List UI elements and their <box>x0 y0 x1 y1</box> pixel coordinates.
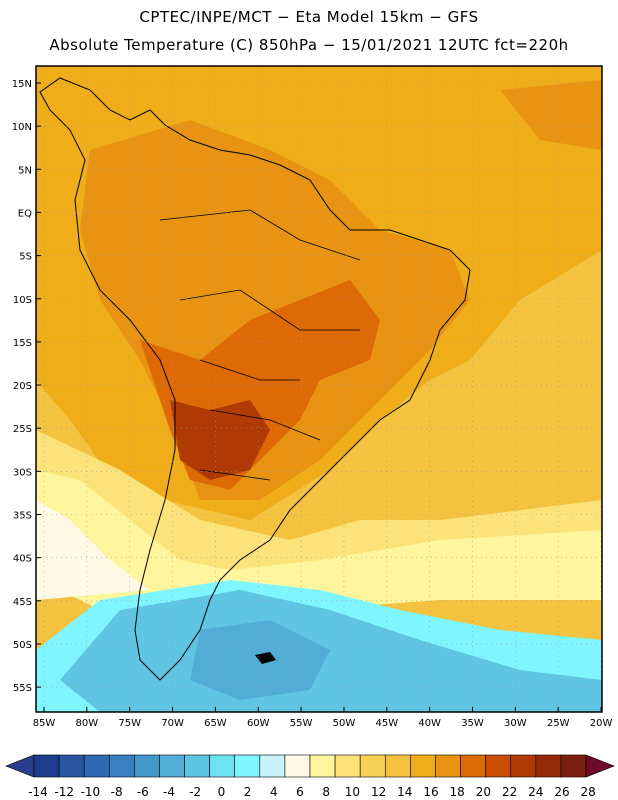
colorbar-swatch <box>560 754 587 778</box>
colorbar-swatch <box>485 754 512 778</box>
colorbar-label: 24 <box>528 785 543 799</box>
latitude-labels: 15N 10N 5N EQ 5S 10S 15S 20S 25S 30S 35S 40S 45S 50S 5… <box>12 79 41 694</box>
lat-label: 5N <box>18 165 32 176</box>
colorbar-label: 20 <box>476 785 491 799</box>
colorbar-label: -4 <box>163 785 175 799</box>
colorbar-swatch <box>83 754 110 778</box>
colorbar-swatch <box>134 754 160 778</box>
colorbar-swatch <box>410 754 436 778</box>
hottest-region <box>170 400 270 480</box>
country-borders <box>159 209 361 481</box>
coastline <box>39 77 471 681</box>
lon-label: 65W <box>204 718 227 729</box>
colorbar-label: -12 <box>54 785 74 799</box>
colorbar-swatch <box>435 754 461 778</box>
colorbar-label: 12 <box>371 785 386 799</box>
map-frame <box>35 65 603 713</box>
colorbar-swatch <box>58 754 85 778</box>
colorbar: -14 -12 -10 -8 -6 -4 -2 0 2 4 6 8 10 12 14 16 18 20 22 24 26… <box>5 754 615 799</box>
cool-band <box>36 470 602 620</box>
colorbar-label: 26 <box>554 785 569 799</box>
colorbar-label: 0 <box>218 785 226 799</box>
lat-label: 40S <box>13 554 32 565</box>
lon-label: 25W <box>547 718 570 729</box>
lat-label: 25S <box>13 424 32 435</box>
lon-label: 60W <box>247 718 270 729</box>
colorbar-label: 8 <box>322 785 330 799</box>
atlantic-warm-patch <box>500 80 602 150</box>
colorbar-swatch <box>535 754 562 778</box>
colorbar-swatch <box>510 754 537 778</box>
lat-label: 10S <box>13 295 32 306</box>
colorbar-swatch <box>184 754 210 778</box>
colorbar-label: 6 <box>296 785 304 799</box>
colorbar-swatch <box>259 754 286 778</box>
lat-label: 50S <box>13 640 32 651</box>
colorbar-swatch <box>284 754 311 778</box>
lon-label: 45W <box>375 718 398 729</box>
lon-label: 70W <box>161 718 184 729</box>
lat-label: 35S <box>13 511 32 522</box>
lat-label: 45S <box>13 597 32 608</box>
colorbar-label: 2 <box>244 785 252 799</box>
lon-label: 30W <box>504 718 527 729</box>
colorbar-swatch <box>234 754 261 778</box>
lat-label: 20S <box>13 381 32 392</box>
lon-label: 55W <box>290 718 313 729</box>
colorbar-label: 28 <box>581 785 596 799</box>
colorbar-label: -2 <box>189 785 201 799</box>
lat-label: EQ <box>18 208 32 219</box>
colorbar-swatch <box>309 754 336 778</box>
colorbar-low-arrow <box>5 754 35 778</box>
lon-label: 85W <box>33 718 56 729</box>
lon-label: 80W <box>76 718 99 729</box>
temperature-field <box>36 66 602 712</box>
chart-title: CPTEC/INPE/MCT − Eta Model 15km − GFS <box>139 8 479 26</box>
colorbar-label: -6 <box>137 785 149 799</box>
colorbar-label: 14 <box>397 785 412 799</box>
lat-label: 15S <box>13 338 32 349</box>
chart-subtitle: Absolute Temperature (C) 850hPa − 15/01/… <box>49 36 569 54</box>
colorbar-swatch <box>33 754 60 778</box>
colorbar-label: 16 <box>423 785 438 799</box>
lat-label: 15N <box>12 79 32 90</box>
colorbar-label: 22 <box>502 785 517 799</box>
lat-label: 30S <box>13 467 32 478</box>
colorbar-label: -8 <box>111 785 123 799</box>
lon-label: 40W <box>418 718 441 729</box>
colorbar-swatch <box>108 754 135 778</box>
cooler-band <box>36 500 150 600</box>
lon-label: 20W <box>590 718 613 729</box>
colorbar-swatch <box>334 754 361 778</box>
colorbar-swatch <box>460 754 486 778</box>
lon-label: 35W <box>461 718 484 729</box>
colorbar-label: 4 <box>270 785 278 799</box>
lat-label: 55S <box>13 683 32 694</box>
lon-label: 50W <box>333 718 356 729</box>
lat-label: 10N <box>12 122 32 133</box>
colorbar-swatch <box>384 754 411 778</box>
colorbar-label: 18 <box>450 785 465 799</box>
colorbar-label: -14 <box>28 785 48 799</box>
colorbar-label: 10 <box>345 785 360 799</box>
colorbar-swatch <box>209 754 236 778</box>
lat-label: 5S <box>19 252 32 263</box>
lon-label: 75W <box>118 718 141 729</box>
colorbar-swatch <box>159 754 185 778</box>
colorbar-label: -10 <box>81 785 101 799</box>
longitude-labels: 85W 80W 75W 70W 65W 60W 55W 50W 45W 40W 35W 30W 25W 2… <box>33 707 613 729</box>
colorbar-high-arrow <box>585 754 615 778</box>
falklands-island <box>255 652 276 664</box>
colorbar-swatch <box>359 754 386 778</box>
